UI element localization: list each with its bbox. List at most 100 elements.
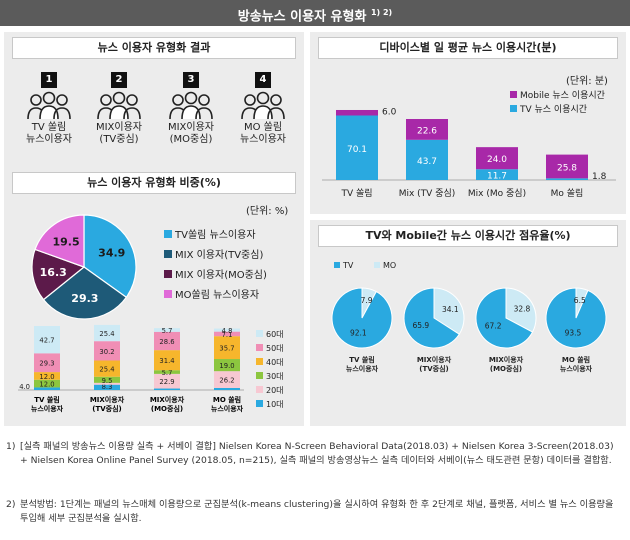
pie-slice [31, 248, 86, 301]
device-bar-segment [336, 115, 378, 180]
device-panel-title: 디바이스별 일 평균 뉴스 이용시간(분) [318, 37, 618, 59]
age-bar-segment [94, 324, 120, 342]
page-title: 방송뉴스 이용자 유형화 1) 2) [0, 0, 630, 26]
age-bar-segment [94, 382, 120, 385]
share-slice-tv [403, 287, 460, 349]
device-bar-segment [476, 169, 518, 180]
people-group-icon [241, 91, 285, 120]
device-category-label: Mix (Mo 중심) [468, 188, 526, 199]
people-group-icon [97, 91, 141, 120]
type-number: 3 [183, 72, 199, 88]
share-legend-label: TV [342, 261, 354, 270]
age-bar-segment [154, 328, 180, 332]
footnote-2-text: 분석방법: 1단계는 패널의 뉴스매체 이용량으로 군집분석(k-means c… [20, 499, 614, 524]
age-bar-segment [154, 370, 180, 374]
ratio-panel-title: 뉴스 이용자 유형화 비중(%) [12, 172, 296, 194]
age-bar-segment [34, 379, 60, 388]
age-bar-segment [214, 359, 240, 372]
age-category-label: TV 쏠림 [34, 395, 60, 404]
type-label-line2: (TV중심) [99, 134, 139, 145]
pie-slice [34, 214, 85, 268]
age-bar-segment [34, 353, 60, 373]
age-category-label: (MO중심) [151, 404, 183, 413]
device-bar-label: 6.0 [382, 108, 397, 118]
age-bar-segment [154, 373, 180, 389]
pie-slice [83, 214, 137, 299]
age-bar-label: 19.0 [219, 362, 234, 370]
age-legend-swatch [256, 372, 263, 379]
footnote-2-num: 2) [6, 499, 16, 510]
device-legend-label: TV 뉴스 이용시간 [519, 104, 587, 115]
share-group-label: MIX이용자 [489, 355, 524, 364]
legend-swatch [164, 289, 172, 298]
share-legend-swatch [334, 262, 340, 268]
device-time-chart: 70.1 6.0 TV 쏠림 43.7 22.6 Mix (TV 중심) 11.7 24.0 M… [322, 90, 616, 199]
age-bar-segment [154, 331, 180, 351]
share-legend-label: MO [383, 261, 396, 270]
age-legend-swatch [256, 330, 263, 337]
share-mo-label: 6.5 [574, 296, 586, 305]
age-bar-label: 31.4 [159, 357, 174, 365]
age-legend-swatch [256, 400, 263, 407]
age-bar-label: 29.3 [39, 360, 54, 368]
share-slice-tv [545, 287, 607, 349]
type-card-4: 4 MO 쏠림 뉴스이용자 [218, 72, 308, 146]
device-bar-label: 25.8 [557, 163, 577, 173]
share-group-label: 뉴스이용자 [560, 364, 593, 373]
age-bar-segment [154, 388, 180, 390]
age-bar-segment [94, 360, 120, 377]
people-group-icon [169, 91, 213, 120]
age-bar-segment [34, 372, 60, 380]
pie-slice-label: 16.3 [40, 266, 67, 279]
age-category-label: 뉴스이용자 [211, 404, 244, 413]
pie-legend-item: MO쏠림 뉴스이용자 [164, 286, 259, 301]
age-bar-segment [34, 326, 60, 354]
share-group-label: (MO중심) [490, 364, 522, 373]
age-bar-label: 22.9 [159, 378, 174, 386]
age-bar-label: 9.5 [102, 377, 113, 385]
age-bar-segment [94, 376, 120, 383]
age-bar-label: 4.8 [222, 327, 233, 335]
age-bar-label: 7.1 [222, 331, 233, 339]
age-bar-label: 4.0 [19, 383, 30, 391]
pie-legend-item: MIX 이용자(TV중심) [164, 246, 263, 261]
legend-label: MO쏠림 뉴스이용자 [175, 290, 260, 301]
device-bar-segment [546, 178, 588, 180]
age-legend-swatch [256, 386, 263, 393]
share-tv-label: 65.9 [412, 321, 429, 330]
device-bar-label: 22.6 [417, 126, 437, 136]
age-bar-label: 28.6 [159, 338, 174, 346]
age-bar-segment [214, 371, 240, 388]
device-bar-segment [546, 154, 588, 179]
legend-swatch [164, 269, 172, 278]
type-label-line1: TV 쏠림 [31, 122, 67, 133]
age-bar-label: 5.7 [162, 327, 173, 335]
age-bar-label: 26.2 [219, 377, 234, 385]
type-label-line1: MIX이용자 [95, 122, 143, 133]
share-group-label: MIX이용자 [417, 355, 452, 364]
pie-slice-label: 29.3 [71, 292, 98, 305]
legend-label: MIX 이용자(MO중심) [175, 270, 267, 281]
age-legend-swatch [256, 344, 263, 351]
age-category-label: (TV중심) [92, 404, 121, 413]
pie-slice-label: 34.9 [98, 247, 125, 260]
age-legend-label: 40대 [266, 358, 284, 367]
age-bar-label: 12.0 [39, 373, 54, 381]
device-bar-segment [406, 119, 448, 140]
footnote-1-num: 1) [6, 441, 16, 452]
age-bar-label: 35.7 [219, 345, 234, 353]
share-group-label: (TV중심) [419, 364, 448, 373]
legend-label: MIX 이용자(TV중심) [175, 250, 264, 261]
age-bar-label: 8.3 [102, 383, 113, 391]
device-category-label: Mo 쏠림 [551, 187, 584, 199]
footnote-2: 2) 분석방법: 1단계는 패널의 뉴스매체 이용량으로 군집분석(k-means… [6, 498, 624, 526]
type-number: 4 [255, 72, 271, 88]
age-bar-label: 25.4 [99, 366, 114, 374]
type-card-3: 3 MIX이용자 (MO중심) [146, 72, 236, 146]
type-label-line1: MIX이용자 [167, 122, 215, 133]
age-legend-label: 50대 [266, 344, 284, 353]
type-card-1: 1 TV 쏠림 뉴스이용자 [4, 72, 94, 146]
age-category-label: MIX이용자 [150, 395, 185, 404]
share-group-label: 뉴스이용자 [346, 364, 379, 373]
